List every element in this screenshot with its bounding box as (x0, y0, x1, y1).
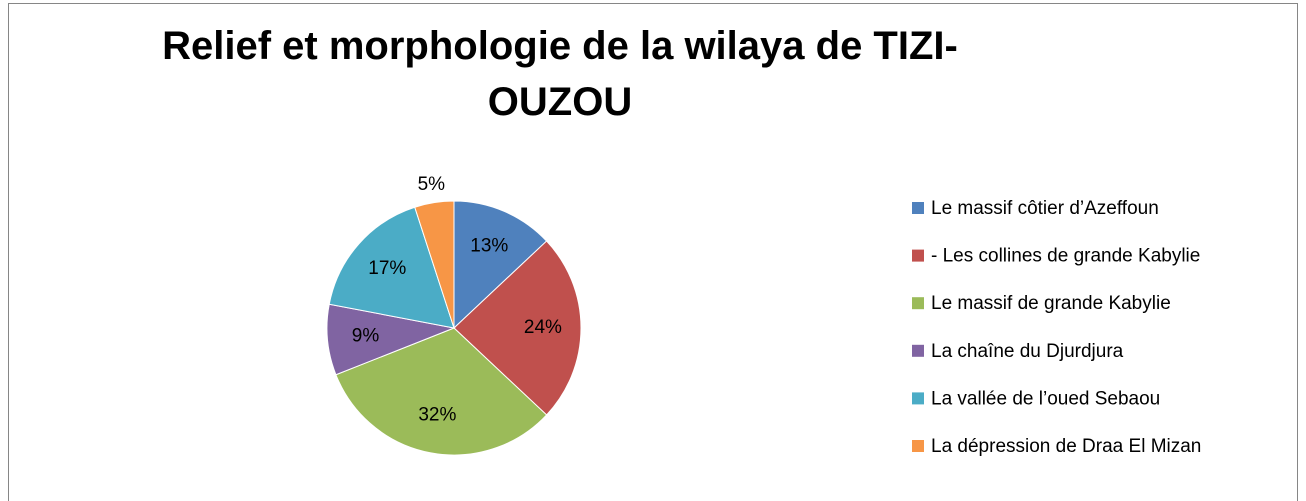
data-label: 5% (418, 174, 446, 195)
pie-slice (328, 206, 455, 329)
legend-label: - Les collines de grande Kabylie (931, 246, 1200, 267)
data-label: 13% (470, 235, 508, 256)
legend-swatch (912, 202, 924, 214)
data-label: 24% (524, 317, 562, 338)
legend-label: La chaîne du Djurdjura (931, 341, 1124, 362)
data-label: 17% (368, 258, 406, 279)
legend-swatch (912, 297, 924, 310)
pie-slice (453, 240, 582, 416)
pie-slice (335, 327, 548, 456)
legend-swatch (912, 344, 924, 357)
legend-label: Le massif côtier d’Azeffoun (931, 198, 1159, 219)
legend-label: Le massif de grande Kabylie (931, 293, 1171, 314)
data-label: 9% (352, 325, 380, 346)
legend-label: La vallée de l’oued Sebaou (931, 388, 1160, 409)
pie-slice (414, 200, 455, 329)
legend-swatch (912, 249, 924, 262)
legend-label: La dépression de Draa El Mizan (931, 436, 1201, 457)
legend-swatch (912, 440, 924, 452)
legend-swatch (912, 392, 924, 405)
chart-title: Relief et morphologie de la wilaya de TI… (162, 24, 958, 124)
chart-frame (8, 3, 1298, 501)
data-label: 32% (418, 404, 456, 425)
pie-slice (453, 200, 548, 330)
